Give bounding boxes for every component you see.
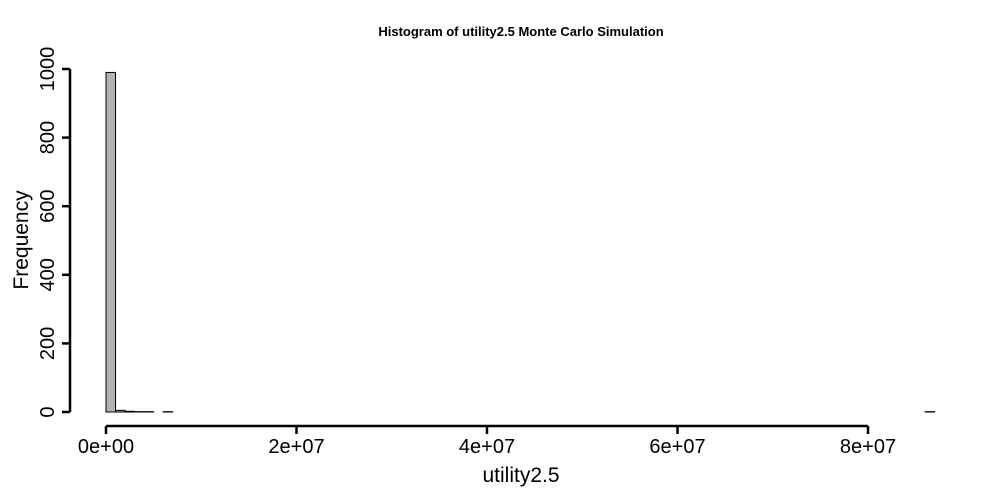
x-tick-label: 2e+07 [268,436,324,458]
x-axis-ticks: 0e+00 2e+07 4e+07 6e+07 8e+07 [78,426,896,458]
histogram-bars [105,71,936,413]
y-tick-label: 800 [37,121,59,154]
x-tick-label: 6e+07 [649,436,705,458]
histogram-bar [124,410,136,413]
y-tick-label: 200 [37,327,59,360]
y-tick-label: 1000 [37,47,59,92]
x-tick-label: 0e+00 [78,436,134,458]
x-axis-label: utility2.5 [482,464,559,487]
histogram-bar [105,71,117,413]
y-tick-label: 600 [37,190,59,223]
x-tick-label: 8e+07 [840,436,896,458]
y-axis-ticks: 0 200 400 600 800 1000 [37,47,70,418]
chart-title: Histogram of utility2.5 Monte Carlo Simu… [378,24,663,39]
y-axis-label: Frequency [10,190,33,290]
y-tick-label: 400 [37,258,59,291]
histogram-bar [115,409,126,413]
y-tick-label: 0 [37,406,59,417]
x-tick-label: 4e+07 [459,436,515,458]
